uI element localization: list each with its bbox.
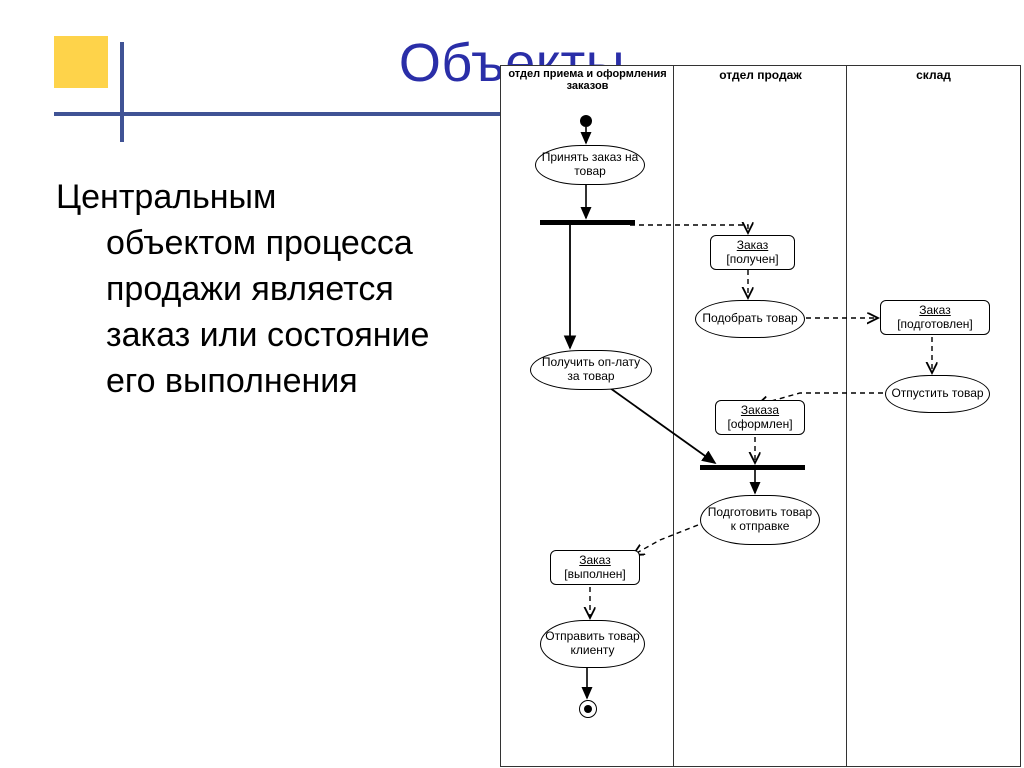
obj-order-fulfilled: Заказ[выполнен] (550, 550, 640, 585)
end-node (579, 700, 597, 718)
obj-order-received: Заказ[получен] (710, 235, 795, 270)
act-accept-order: Принять заказ на товар (535, 145, 645, 185)
fork-bar-1 (540, 220, 635, 225)
body-rest: объектом процесса продажи является заказ… (56, 221, 476, 405)
obj-order-issued: Заказа[оформлен] (715, 400, 805, 435)
act-receive-payment: Получить оп-лату за товар (530, 350, 652, 390)
slide: Объекты Центральным объектом процесса пр… (0, 0, 1024, 768)
obj-order-prepared: Заказ[подготовлен] (880, 300, 990, 335)
body-first-word: Центральным (56, 178, 276, 216)
start-node (580, 115, 592, 127)
lane1-header: отдел приема и оформления заказов (501, 68, 674, 92)
act-prepare-shipment: Подготовить товар к отправке (700, 495, 820, 545)
body-text: Центральным объектом процесса продажи яв… (56, 175, 476, 404)
act-release-goods: Отпустить товар (885, 375, 990, 413)
activity-diagram: отдел приема и оформления заказов отдел … (500, 65, 1020, 765)
act-ship-to-client: Отправить товар клиенту (540, 620, 645, 668)
act-pick-goods: Подобрать товар (695, 300, 805, 338)
join-bar-2 (700, 465, 805, 470)
lane3-header: склад (847, 68, 1020, 82)
lane2-header: отдел продаж (674, 68, 847, 82)
lane-warehouse: склад (846, 65, 1021, 767)
